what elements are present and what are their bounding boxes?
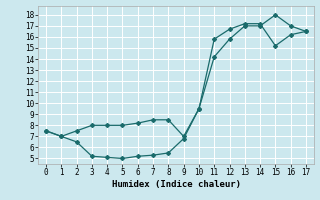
X-axis label: Humidex (Indice chaleur): Humidex (Indice chaleur) [111,180,241,189]
